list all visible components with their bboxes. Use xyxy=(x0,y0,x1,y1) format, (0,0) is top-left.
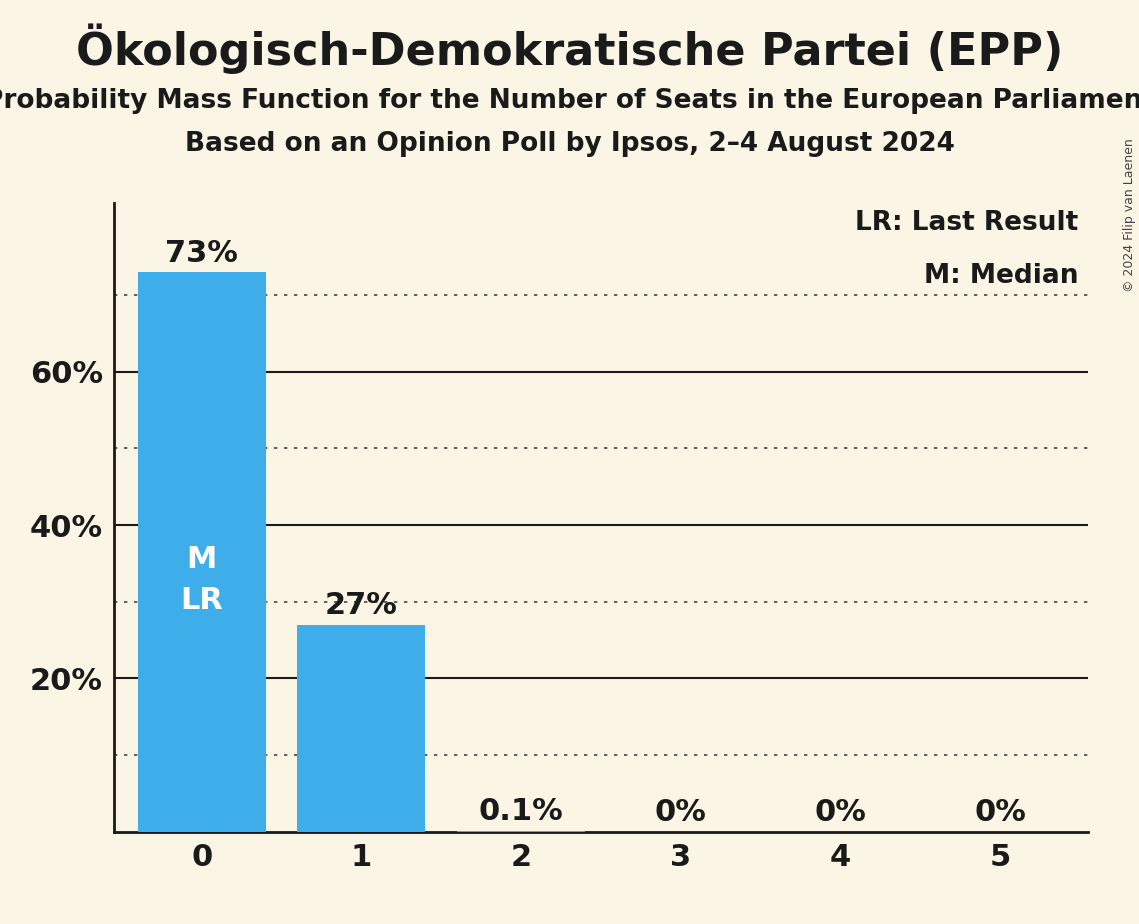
Text: 0%: 0% xyxy=(974,798,1026,827)
Text: M: Median: M: Median xyxy=(924,263,1077,289)
Text: Ökologisch-Demokratische Partei (EPP): Ökologisch-Demokratische Partei (EPP) xyxy=(76,23,1063,74)
Text: © 2024 Filip van Laenen: © 2024 Filip van Laenen xyxy=(1123,139,1136,292)
Text: Based on an Opinion Poll by Ipsos, 2–4 August 2024: Based on an Opinion Poll by Ipsos, 2–4 A… xyxy=(185,131,954,157)
Text: 27%: 27% xyxy=(325,591,398,620)
Bar xyxy=(138,273,265,832)
Text: 0.1%: 0.1% xyxy=(478,797,564,826)
Text: 0%: 0% xyxy=(655,798,706,827)
Text: 73%: 73% xyxy=(165,238,238,268)
Bar xyxy=(297,625,425,832)
Text: M
LR: M LR xyxy=(180,545,223,614)
Text: LR: Last Result: LR: Last Result xyxy=(854,210,1077,236)
Text: 0%: 0% xyxy=(814,798,867,827)
Text: Probability Mass Function for the Number of Seats in the European Parliament: Probability Mass Function for the Number… xyxy=(0,88,1139,114)
